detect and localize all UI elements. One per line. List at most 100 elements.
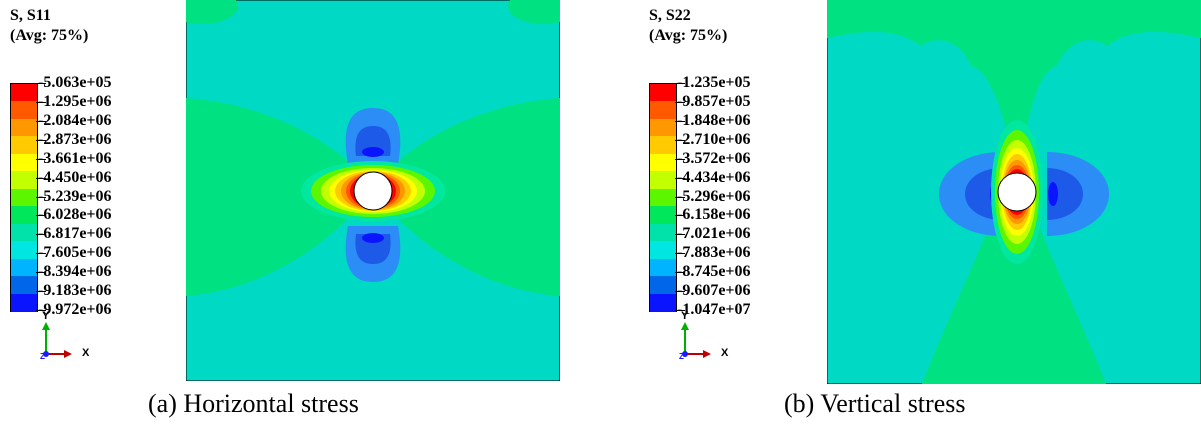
legend-title: S, S11 [10, 7, 51, 24]
legend-tick [36, 215, 46, 217]
legend-tick [36, 120, 46, 122]
legend-tick [675, 310, 685, 311]
legend-tick [675, 101, 685, 103]
legend-swatch [650, 101, 676, 120]
axes-triad-arrows [681, 322, 711, 358]
legend-value-label: -1.295e+06 [38, 92, 112, 110]
legend-tick [36, 139, 46, 141]
legend-tick [675, 215, 685, 217]
legend-swatch [650, 84, 676, 102]
legend-swatch [11, 118, 37, 137]
legend-value-label: -9.183e+06 [38, 282, 112, 300]
legend-swatch [11, 188, 37, 207]
legend-swatch [650, 153, 676, 172]
legend-tick [36, 234, 46, 236]
legend-tick [36, 253, 46, 255]
legend-swatch [11, 258, 37, 277]
legend-tick [675, 120, 685, 122]
legend-tick [675, 291, 685, 293]
legend-value-label: -1.848e+06 [677, 111, 751, 129]
legend-color-bar [10, 83, 38, 312]
legend-swatch [11, 84, 37, 102]
axis-y-label: Y [42, 310, 50, 322]
legend-value-label: -9.972e+06 [38, 301, 112, 318]
legend-swatch [650, 118, 676, 137]
legend-tick [675, 158, 685, 160]
axes-triad: Y X Z [30, 310, 90, 376]
legend-value-label: -6.817e+06 [38, 225, 112, 243]
axis-z-label: Z [40, 352, 45, 361]
legend-swatch [11, 241, 37, 260]
legend-value-label: -7.021e+06 [677, 225, 751, 243]
legend-tick [675, 272, 685, 274]
legend-value-label: -6.028e+06 [38, 206, 112, 224]
legend-value-label: -1.047e+07 [677, 301, 751, 318]
legend-tick [36, 272, 46, 274]
legend-value-label: -9.607e+06 [677, 282, 751, 300]
axis-y-label: Y [681, 310, 689, 322]
legend-tick [675, 196, 685, 198]
legend-swatch [650, 276, 676, 295]
legend-value-label: -7.605e+06 [38, 244, 112, 262]
legend-value-label: -9.857e+05 [677, 92, 751, 110]
axis-x-label: X [721, 347, 729, 359]
legend-value-label: -4.434e+06 [677, 168, 751, 186]
legend-swatch [650, 206, 676, 225]
legend-tick [36, 177, 46, 179]
legend-tick [36, 310, 46, 311]
legend-subtitle: (Avg: 75%) [10, 27, 89, 44]
contour-plot-s11 [186, 0, 560, 381]
legend-value-label: -3.572e+06 [677, 149, 751, 167]
legend-tick [675, 83, 685, 84]
legend-value-label: -5.296e+06 [677, 187, 751, 205]
axis-z-label: Z [679, 352, 684, 361]
legend-swatch [11, 101, 37, 120]
legend-tick [675, 253, 685, 255]
legend-value-label: -7.883e+06 [677, 244, 751, 262]
legend-swatch [11, 136, 37, 155]
legend-tick [675, 234, 685, 236]
legend-swatch [11, 171, 37, 190]
legend-value-label: -2.084e+06 [38, 111, 112, 129]
legend-title: S, S22 [649, 7, 691, 24]
legend-tick [675, 139, 685, 141]
legend-swatch [11, 276, 37, 295]
legend-tick [36, 83, 46, 84]
legend-value-label: -1.235e+05 [677, 74, 751, 91]
legend-swatch [650, 223, 676, 242]
legend-color-bar [649, 83, 677, 312]
legend-value-label: -5.239e+06 [38, 187, 112, 205]
legend-swatch [650, 293, 676, 312]
legend-swatch [650, 136, 676, 155]
legend-tick [36, 291, 46, 293]
legend-value-label: -4.450e+06 [38, 168, 112, 186]
axes-triad-arrows [42, 322, 72, 358]
legend-value-label: -8.394e+06 [38, 263, 112, 281]
legend-tick [36, 158, 46, 160]
legend-subtitle: (Avg: 75%) [649, 27, 728, 44]
legend-value-label: -8.745e+06 [677, 263, 751, 281]
caption: (a) Horizontal stress [148, 389, 359, 418]
legend-value-label: -5.063e+05 [38, 74, 112, 91]
legend-swatch [650, 241, 676, 260]
caption: (b) Vertical stress [784, 389, 966, 418]
legend-value-label: -3.661e+06 [38, 149, 112, 167]
legend-swatch [11, 293, 37, 312]
legend-swatch [11, 206, 37, 225]
legend-swatch [650, 258, 676, 277]
contour-plot-s22 [827, 0, 1201, 384]
legend-tick [36, 196, 46, 198]
legend-value-label: -2.873e+06 [38, 130, 112, 148]
panel-horizontal-stress: S, S11 (Avg: 75%) Y X Z -5.063e+05 -1.295… [0, 0, 600, 432]
axis-x-label: X [82, 347, 90, 359]
legend-swatch [11, 223, 37, 242]
legend-tick [36, 101, 46, 103]
legend-value-label: -6.158e+06 [677, 206, 751, 224]
legend-value-label: -2.710e+06 [677, 130, 751, 148]
legend-swatch [650, 188, 676, 207]
legend-tick [675, 177, 685, 179]
legend-swatch [650, 171, 676, 190]
panel-vertical-stress: S, S22 (Avg: 75%) Y X Z [600, 0, 1201, 432]
legend-swatch [11, 153, 37, 172]
axes-triad: Y X Z [669, 310, 729, 376]
